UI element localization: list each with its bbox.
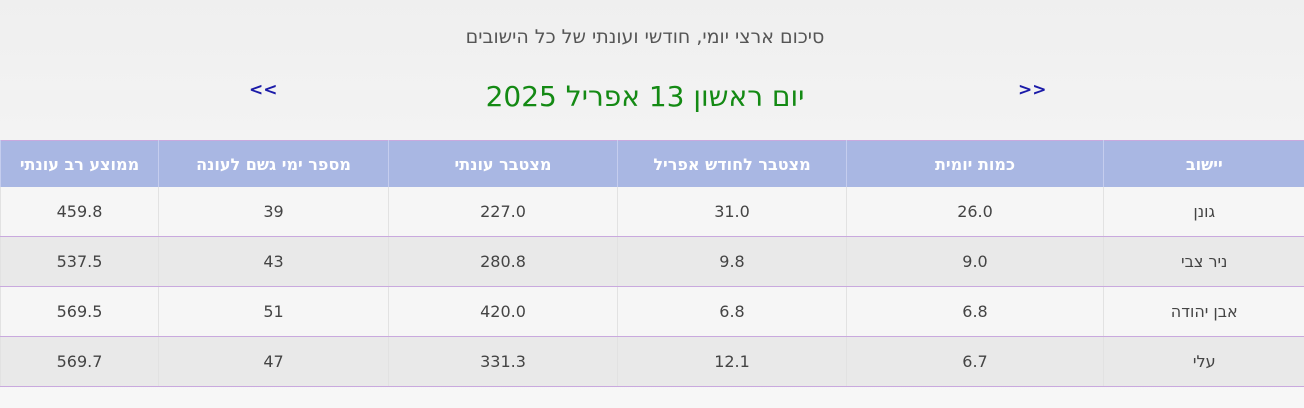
cell-multi-season-average: 569.7 <box>0 336 159 387</box>
cell-monthly-cumulative: 9.8 <box>617 236 847 287</box>
cell-rain-days: 39 <box>158 187 389 237</box>
rain-summary-table: יישוב כמות יומית מצטבר לחודש אפריל מצטבר… <box>0 140 1304 387</box>
cell-multi-season-average: 537.5 <box>0 236 159 287</box>
column-header-seasonal-cumulative: מצטבר עונתי <box>388 140 618 187</box>
column-header-monthly-cumulative: מצטבר לחודש אפריל <box>617 140 847 187</box>
cell-monthly-cumulative: 31.0 <box>617 187 847 237</box>
cell-rain-days: 51 <box>158 286 389 337</box>
table-row: עלי 6.7 12.1 331.3 47 569.7 <box>0 336 1304 387</box>
date-title: יום ראשון 13 אפריל 2025 <box>485 80 805 113</box>
cell-settlement: אבן יהודה <box>1103 286 1304 337</box>
cell-rain-days: 43 <box>158 236 389 287</box>
cell-settlement: עלי <box>1103 336 1304 387</box>
cell-daily-amount: 6.7 <box>846 336 1104 387</box>
column-header-daily-amount: כמות יומית <box>846 140 1104 187</box>
cell-settlement: גונן <box>1103 187 1304 237</box>
table-row: ניר צבי 9.0 9.8 280.8 43 537.5 <box>0 236 1304 287</box>
cell-seasonal-cumulative: 331.3 <box>388 336 618 387</box>
table-row: גונן 26.0 31.0 227.0 39 459.8 <box>0 187 1304 237</box>
cell-seasonal-cumulative: 280.8 <box>388 236 618 287</box>
column-header-multi-season-average: ממוצע רב עונתי <box>0 140 159 187</box>
cell-seasonal-cumulative: 227.0 <box>388 187 618 237</box>
prev-day-button[interactable]: << <box>249 80 278 100</box>
cell-rain-days: 47 <box>158 336 389 387</box>
cell-settlement: ניר צבי <box>1103 236 1304 287</box>
table-header-row: יישוב כמות יומית מצטבר לחודש אפריל מצטבר… <box>0 140 1304 187</box>
cell-multi-season-average: 569.5 <box>0 286 159 337</box>
cell-monthly-cumulative: 12.1 <box>617 336 847 387</box>
cell-daily-amount: 6.8 <box>846 286 1104 337</box>
table-row: אבן יהודה 6.8 6.8 420.0 51 569.5 <box>0 286 1304 337</box>
column-header-rain-days: מספר ימי גשם לעונה <box>158 140 389 187</box>
cell-multi-season-average: 459.8 <box>0 187 159 237</box>
page-subtitle: סיכום ארצי יומי, חודשי ועונתי של כל הישו… <box>465 26 825 48</box>
cell-daily-amount: 26.0 <box>846 187 1104 237</box>
cell-seasonal-cumulative: 420.0 <box>388 286 618 337</box>
cell-monthly-cumulative: 6.8 <box>617 286 847 337</box>
next-day-button[interactable]: >> <box>1018 80 1047 100</box>
cell-daily-amount: 9.0 <box>846 236 1104 287</box>
column-header-settlement: יישוב <box>1103 140 1304 187</box>
